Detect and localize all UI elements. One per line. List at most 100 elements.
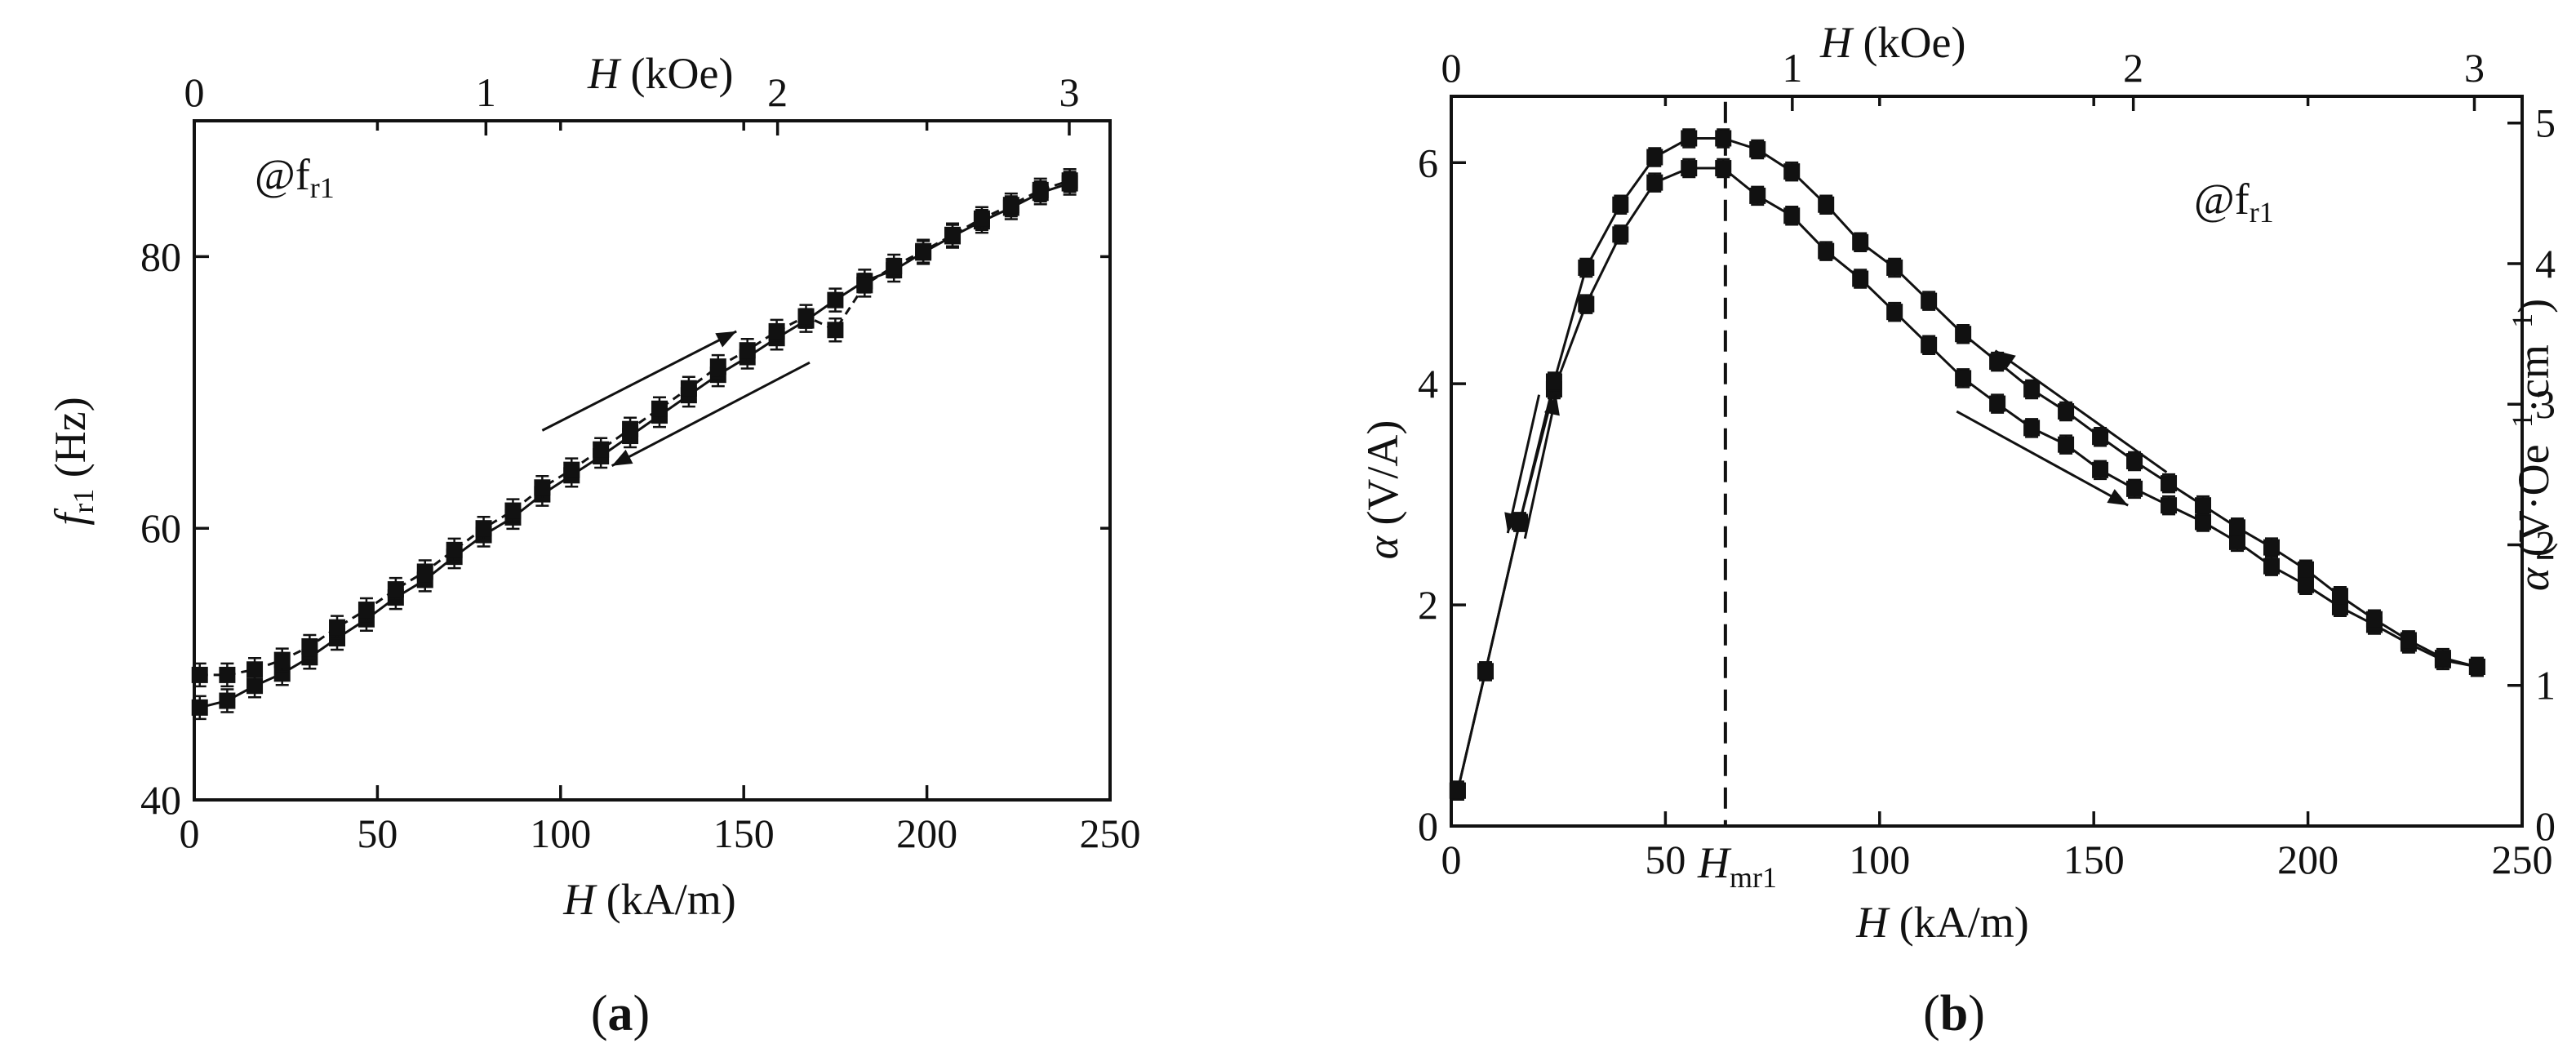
panel-b-marks xyxy=(1449,101,2485,826)
panel-b-series-0-point-20 xyxy=(2126,480,2143,497)
panel-b-series-0-point-19 xyxy=(2092,461,2109,478)
panel-a-series-0-point-3 xyxy=(273,665,291,682)
panel-a-series-1-point-11 xyxy=(504,502,522,519)
panel-b-top-xtick-label-0: 0 xyxy=(1441,45,1462,91)
panel-a-arrow-up-head xyxy=(715,331,737,348)
panel-b-series-0-point-9 xyxy=(1749,187,1766,204)
panel-b-arrow-decay-lower-head xyxy=(2107,489,2129,506)
panel-a-ytick-label-0: 40 xyxy=(140,777,181,823)
panel-a-top-xlabel-var: H xyxy=(587,49,622,98)
panel-b-y2label-unit: (V·Oe xyxy=(2509,444,2558,567)
panel-b-series-1-point-5 xyxy=(1612,196,1629,213)
panel-b-series-1-point-29 xyxy=(2434,650,2451,667)
panel-b-series-0-point-18 xyxy=(2058,436,2075,453)
panel-a-arrow-down-shaft xyxy=(611,361,811,467)
panel-b-y2label-close: ) xyxy=(2509,299,2558,313)
panel-b-top-xtick-label-2: 2 xyxy=(2123,45,2143,91)
panel-a-arrow-down-head xyxy=(611,449,633,466)
panel-a-series-1-point-14 xyxy=(593,441,610,458)
panel-a-series-1-point-0 xyxy=(191,666,208,683)
panel-b-series-1-point-12 xyxy=(1852,233,1869,251)
panel-a-series-1-point-9 xyxy=(446,541,463,558)
panel-a-series-1-point-28 xyxy=(1002,197,1019,214)
panel-a-ytick-label-2: 80 xyxy=(140,233,181,279)
panel-b-series-1-point-13 xyxy=(1886,259,1903,276)
panel-a-series-1-point-25 xyxy=(915,242,932,260)
panel-b-ytick-label-3: 6 xyxy=(1418,140,1438,185)
panel-a-series-1-point-12 xyxy=(534,479,551,496)
panel-a-ylabel-sub: r1 xyxy=(67,489,100,513)
panel-b-series-1-point-7 xyxy=(1681,130,1698,147)
panel-a-series-1-point-30 xyxy=(1061,172,1078,189)
panel-b-y2label-exp2: −1 xyxy=(2506,313,2538,344)
panel-b-annotation: @fr1 xyxy=(2194,175,2274,229)
panel-b-annotation-text: @f xyxy=(2194,175,2250,224)
panel-b-hmr-label-sub: mr1 xyxy=(1730,861,1777,894)
panel-b-xlabel: H (kA/m) xyxy=(1855,898,2028,947)
panel-b-series-0-point-5 xyxy=(1612,226,1629,243)
panel-a-xlabel-var: H xyxy=(562,875,597,924)
panel-a-arrow-down xyxy=(611,361,811,467)
panel-b-series-0-point-4 xyxy=(1578,295,1595,313)
panel-a-xtick-label-4: 200 xyxy=(896,811,957,856)
panel-b-arrow-decay-upper-head xyxy=(1995,350,2016,369)
panel-b-caption-letter: b xyxy=(1940,986,1968,1041)
panel-b-arrow-decay-upper-shaft xyxy=(1994,349,2168,473)
panel-b-series-0-point-23 xyxy=(2229,533,2246,550)
panel-b-series-1-point-21 xyxy=(2161,475,2178,492)
panel-b-xlabel-var: H xyxy=(1855,898,1890,947)
panel-a-top-xtick-label-1: 1 xyxy=(476,69,496,115)
panel-b-arrow-rise-up-shaft xyxy=(1523,394,1558,540)
panel-b-series-1-point-9 xyxy=(1749,141,1766,158)
panel-b-series-1-point-30 xyxy=(2468,658,2485,675)
panel-b-series-1-point-27 xyxy=(2365,611,2383,628)
panel-a-ylabel-unit: (Hz) xyxy=(46,397,95,488)
panel-b-y2tick-label-2: 2 xyxy=(2535,522,2556,567)
panel-b-series-1-point-10 xyxy=(1783,163,1801,180)
panel-b-arrow-decay-lower xyxy=(1956,410,2129,507)
panel-b-series-0-point-12 xyxy=(1852,270,1869,287)
panel-a-plot-frame xyxy=(193,119,1112,802)
panel-b-series-0-point-16 xyxy=(1989,395,2006,412)
panel-b-caption: (b) xyxy=(1923,986,1985,1041)
panel-b-series-1-point-11 xyxy=(1818,196,1835,213)
panel-a-arrow-up-shaft xyxy=(541,330,737,432)
panel-a-series-1-point-10 xyxy=(475,520,492,537)
panel-a-series-1-point-23 xyxy=(856,277,873,294)
panel-a-xtick-label-2: 100 xyxy=(530,811,591,856)
panel-a-series-1-point-6 xyxy=(358,602,375,619)
panel-b-top-xtick-label-3: 3 xyxy=(2464,45,2485,91)
panel-b-y2label-var: α xyxy=(2509,566,2558,591)
panel-b-ytick-label-0: 0 xyxy=(1418,803,1438,849)
panel-b-series-1-point-26 xyxy=(2331,588,2348,605)
panel-b-series-0-point-6 xyxy=(1646,174,1663,191)
panel-b-hmr-label: Hmr1 xyxy=(1697,838,1777,894)
panel-b-y2tick-label-0: 0 xyxy=(2535,803,2556,849)
panel-a-series-1-point-19 xyxy=(739,342,756,359)
panel-b-series-0-point-24 xyxy=(2263,557,2280,575)
panel-b-series-0-point-7 xyxy=(1681,160,1698,177)
panel-b-series-0-point-21 xyxy=(2161,497,2178,514)
panel-a-series-1-point-17 xyxy=(680,380,697,397)
panel-b-series-1-line xyxy=(1456,137,2478,792)
panel-b-y2label: α (V·Oe−1·cm−1) xyxy=(2506,299,2558,591)
panel-a-series-1-point-26 xyxy=(944,226,962,243)
panel-a-caption-letter: a xyxy=(608,986,633,1041)
panel-a-top-xlabel-unit: (kOe) xyxy=(620,49,733,98)
panel-a-series-1-point-20 xyxy=(768,322,785,340)
panel-a-xtick-label-0: 0 xyxy=(180,811,200,856)
panel-a-series-1-point-3 xyxy=(273,651,291,668)
panel-a-ylabel: fr1 (Hz) xyxy=(46,397,100,525)
panel-a-series-1-point-18 xyxy=(709,358,726,375)
panel-b-series-0-point-15 xyxy=(1955,370,1972,387)
panel-b-series-1-point-14 xyxy=(1921,292,1938,309)
panel-b-xlabel-unit: (kA/m) xyxy=(1888,898,2028,947)
panel-b-arrow-decay-upper xyxy=(1994,349,2168,473)
panel-b-series-1-point-8 xyxy=(1715,130,1732,147)
panel-b-series-1-point-19 xyxy=(2092,429,2109,446)
panel-b-ylabel-var: α xyxy=(1358,535,1407,559)
panel-b-series-0-point-13 xyxy=(1886,304,1903,321)
panel-b-series-0-point-14 xyxy=(1921,336,1938,353)
